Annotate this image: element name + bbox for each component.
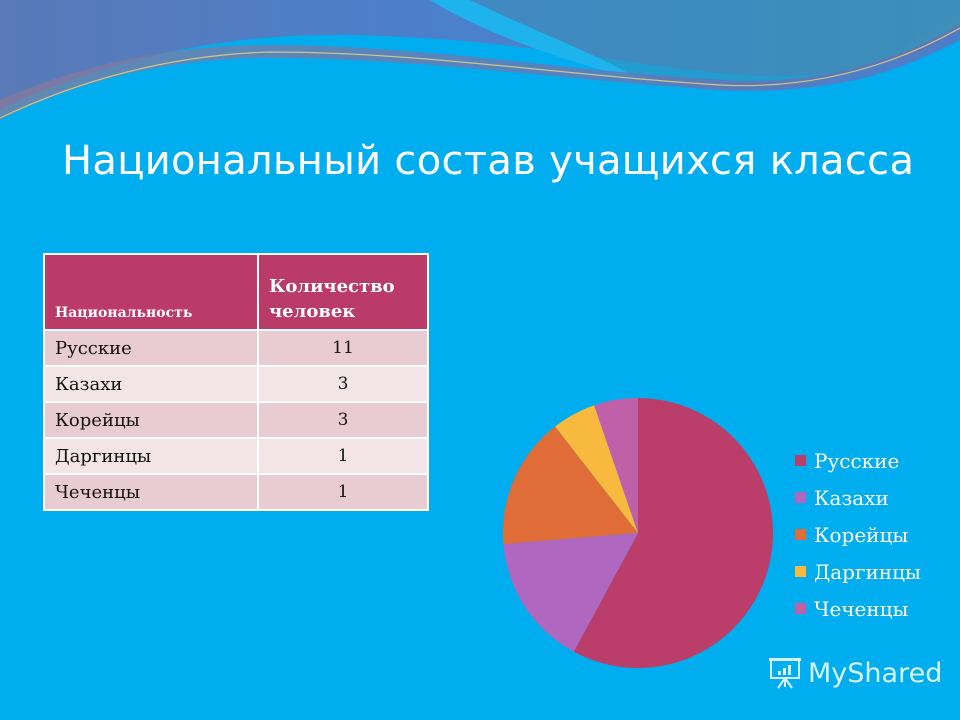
cell-count: 1 — [257, 437, 429, 475]
nationality-table: Национальность Количество человек Русски… — [43, 253, 429, 511]
cell-count: 3 — [257, 401, 429, 439]
watermark-text: MyShared — [808, 657, 943, 689]
table-row: Русские 11 — [43, 329, 429, 367]
table-row: Корейцы 3 — [43, 401, 429, 439]
legend-item: Казахи — [795, 479, 921, 516]
legend-label: Чеченцы — [814, 596, 909, 621]
slide-title: Национальный состав учащихся класса — [62, 138, 915, 184]
legend-item: Русские — [795, 442, 921, 479]
legend-label: Казахи — [814, 485, 889, 510]
legend-swatch — [795, 566, 806, 577]
table-row: Чеченцы 1 — [43, 473, 429, 511]
cell-nationality: Русские — [43, 329, 259, 367]
pie-slice — [573, 398, 773, 668]
legend-swatch — [795, 603, 806, 614]
pie-slice — [503, 533, 638, 652]
cell-nationality: Даргинцы — [43, 437, 259, 475]
cell-count: 3 — [257, 365, 429, 403]
legend-item: Даргинцы — [795, 553, 921, 590]
cell-count: 1 — [257, 473, 429, 511]
chart-legend: Русские Казахи Корейцы Даргинцы Чеченцы — [795, 442, 921, 627]
pie-chart — [503, 398, 773, 668]
pie-slice — [503, 426, 638, 545]
legend-label: Русские — [814, 448, 900, 473]
legend-label: Даргинцы — [814, 559, 921, 584]
cell-nationality: Корейцы — [43, 401, 259, 439]
legend-item: Корейцы — [795, 516, 921, 553]
legend-item: Чеченцы — [795, 590, 921, 627]
legend-label: Корейцы — [814, 522, 909, 547]
header-nationality: Национальность — [43, 253, 259, 331]
presentation-board-icon — [769, 658, 801, 689]
pie-slice — [594, 398, 638, 533]
legend-swatch — [795, 492, 806, 503]
cell-count: 11 — [257, 329, 429, 367]
header-count: Количество человек — [257, 253, 429, 331]
table-header-row: Национальность Количество человек — [43, 253, 429, 331]
watermark: MyShared — [768, 656, 942, 690]
header-wave-decoration — [0, 0, 960, 130]
table-row: Даргинцы 1 — [43, 437, 429, 475]
pie-slice — [555, 405, 638, 533]
table-row: Казахи 3 — [43, 365, 429, 403]
cell-nationality: Чеченцы — [43, 473, 259, 511]
cell-nationality: Казахи — [43, 365, 259, 403]
legend-swatch — [795, 455, 806, 466]
legend-swatch — [795, 529, 806, 540]
